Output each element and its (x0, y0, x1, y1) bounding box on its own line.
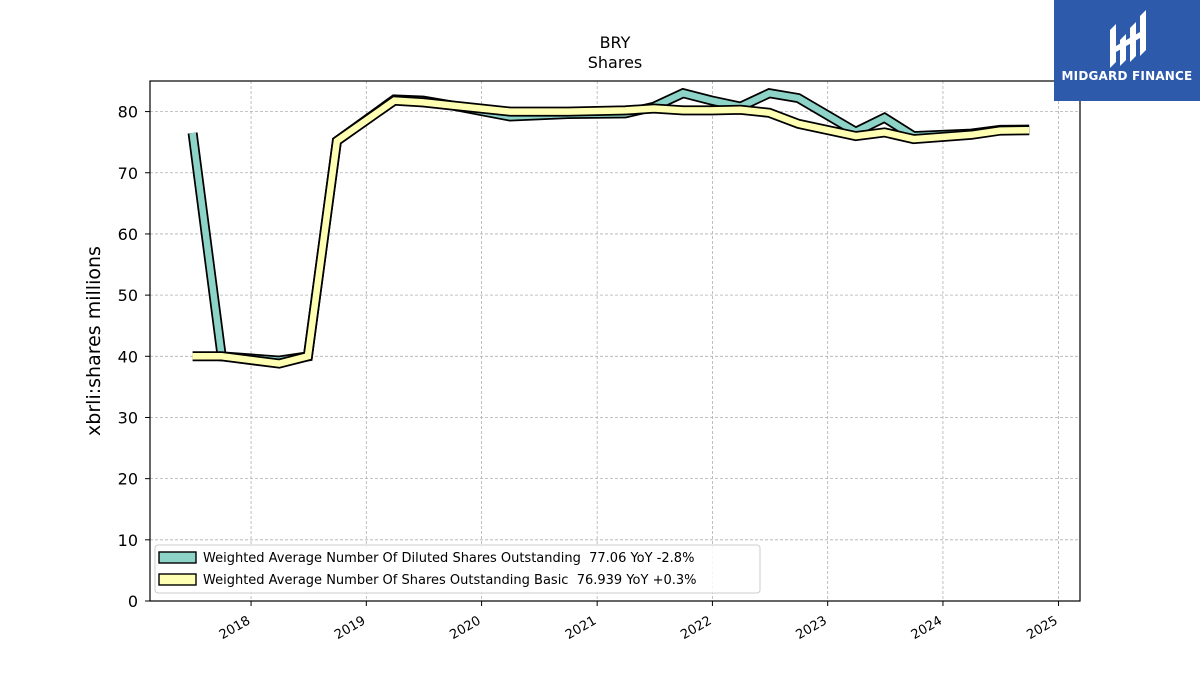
x-tick-label: 2020 (447, 613, 483, 643)
legend-label-diluted: Weighted Average Number Of Diluted Share… (203, 551, 694, 566)
y-tick-label: 10 (118, 531, 138, 550)
legend: Weighted Average Number Of Diluted Share… (154, 544, 761, 594)
brand-name: MIDGARD FINANCE (1061, 69, 1193, 83)
y-tick-label: 40 (118, 347, 138, 366)
y-tick-label: 70 (118, 164, 138, 183)
x-tick-label: 2018 (217, 613, 253, 643)
y-tick-label: 0 (128, 592, 138, 611)
y-axis-label: xbrli:shares millions (83, 246, 105, 436)
series-line-basic (192, 97, 1030, 367)
grid (150, 81, 1080, 602)
legend-swatch-basic (158, 573, 197, 586)
x-axis: 2018 2019 2020 2021 2022 2023 2024 2025 (217, 601, 1061, 643)
y-tick-label: 60 (118, 225, 138, 244)
brand-logo: MIDGARD FINANCE (1054, 0, 1200, 101)
y-tick-label: 30 (118, 408, 138, 427)
x-tick-label: 2022 (678, 613, 714, 643)
y-tick-label: 50 (118, 286, 138, 305)
legend-box (154, 544, 761, 594)
y-tick-label: 80 (118, 103, 138, 122)
series-layer (187, 87, 1030, 369)
x-tick-label: 2019 (332, 613, 368, 643)
x-tick-label: 2021 (563, 613, 599, 643)
brand-logo-mark-icon (1110, 10, 1146, 68)
legend-swatch-diluted (158, 551, 197, 564)
plot-frame (149, 80, 1081, 602)
chart-title: BRY (600, 33, 631, 52)
legend-label-basic: Weighted Average Number Of Shares Outsta… (203, 573, 697, 588)
y-axis: 0 10 20 30 40 50 60 70 80 (118, 103, 150, 611)
x-tick-label: 2025 (1024, 613, 1060, 643)
x-tick-label: 2023 (794, 613, 830, 643)
chart-subtitle: Shares (588, 53, 643, 72)
x-tick-label: 2024 (909, 613, 945, 643)
y-tick-label: 20 (118, 470, 138, 489)
